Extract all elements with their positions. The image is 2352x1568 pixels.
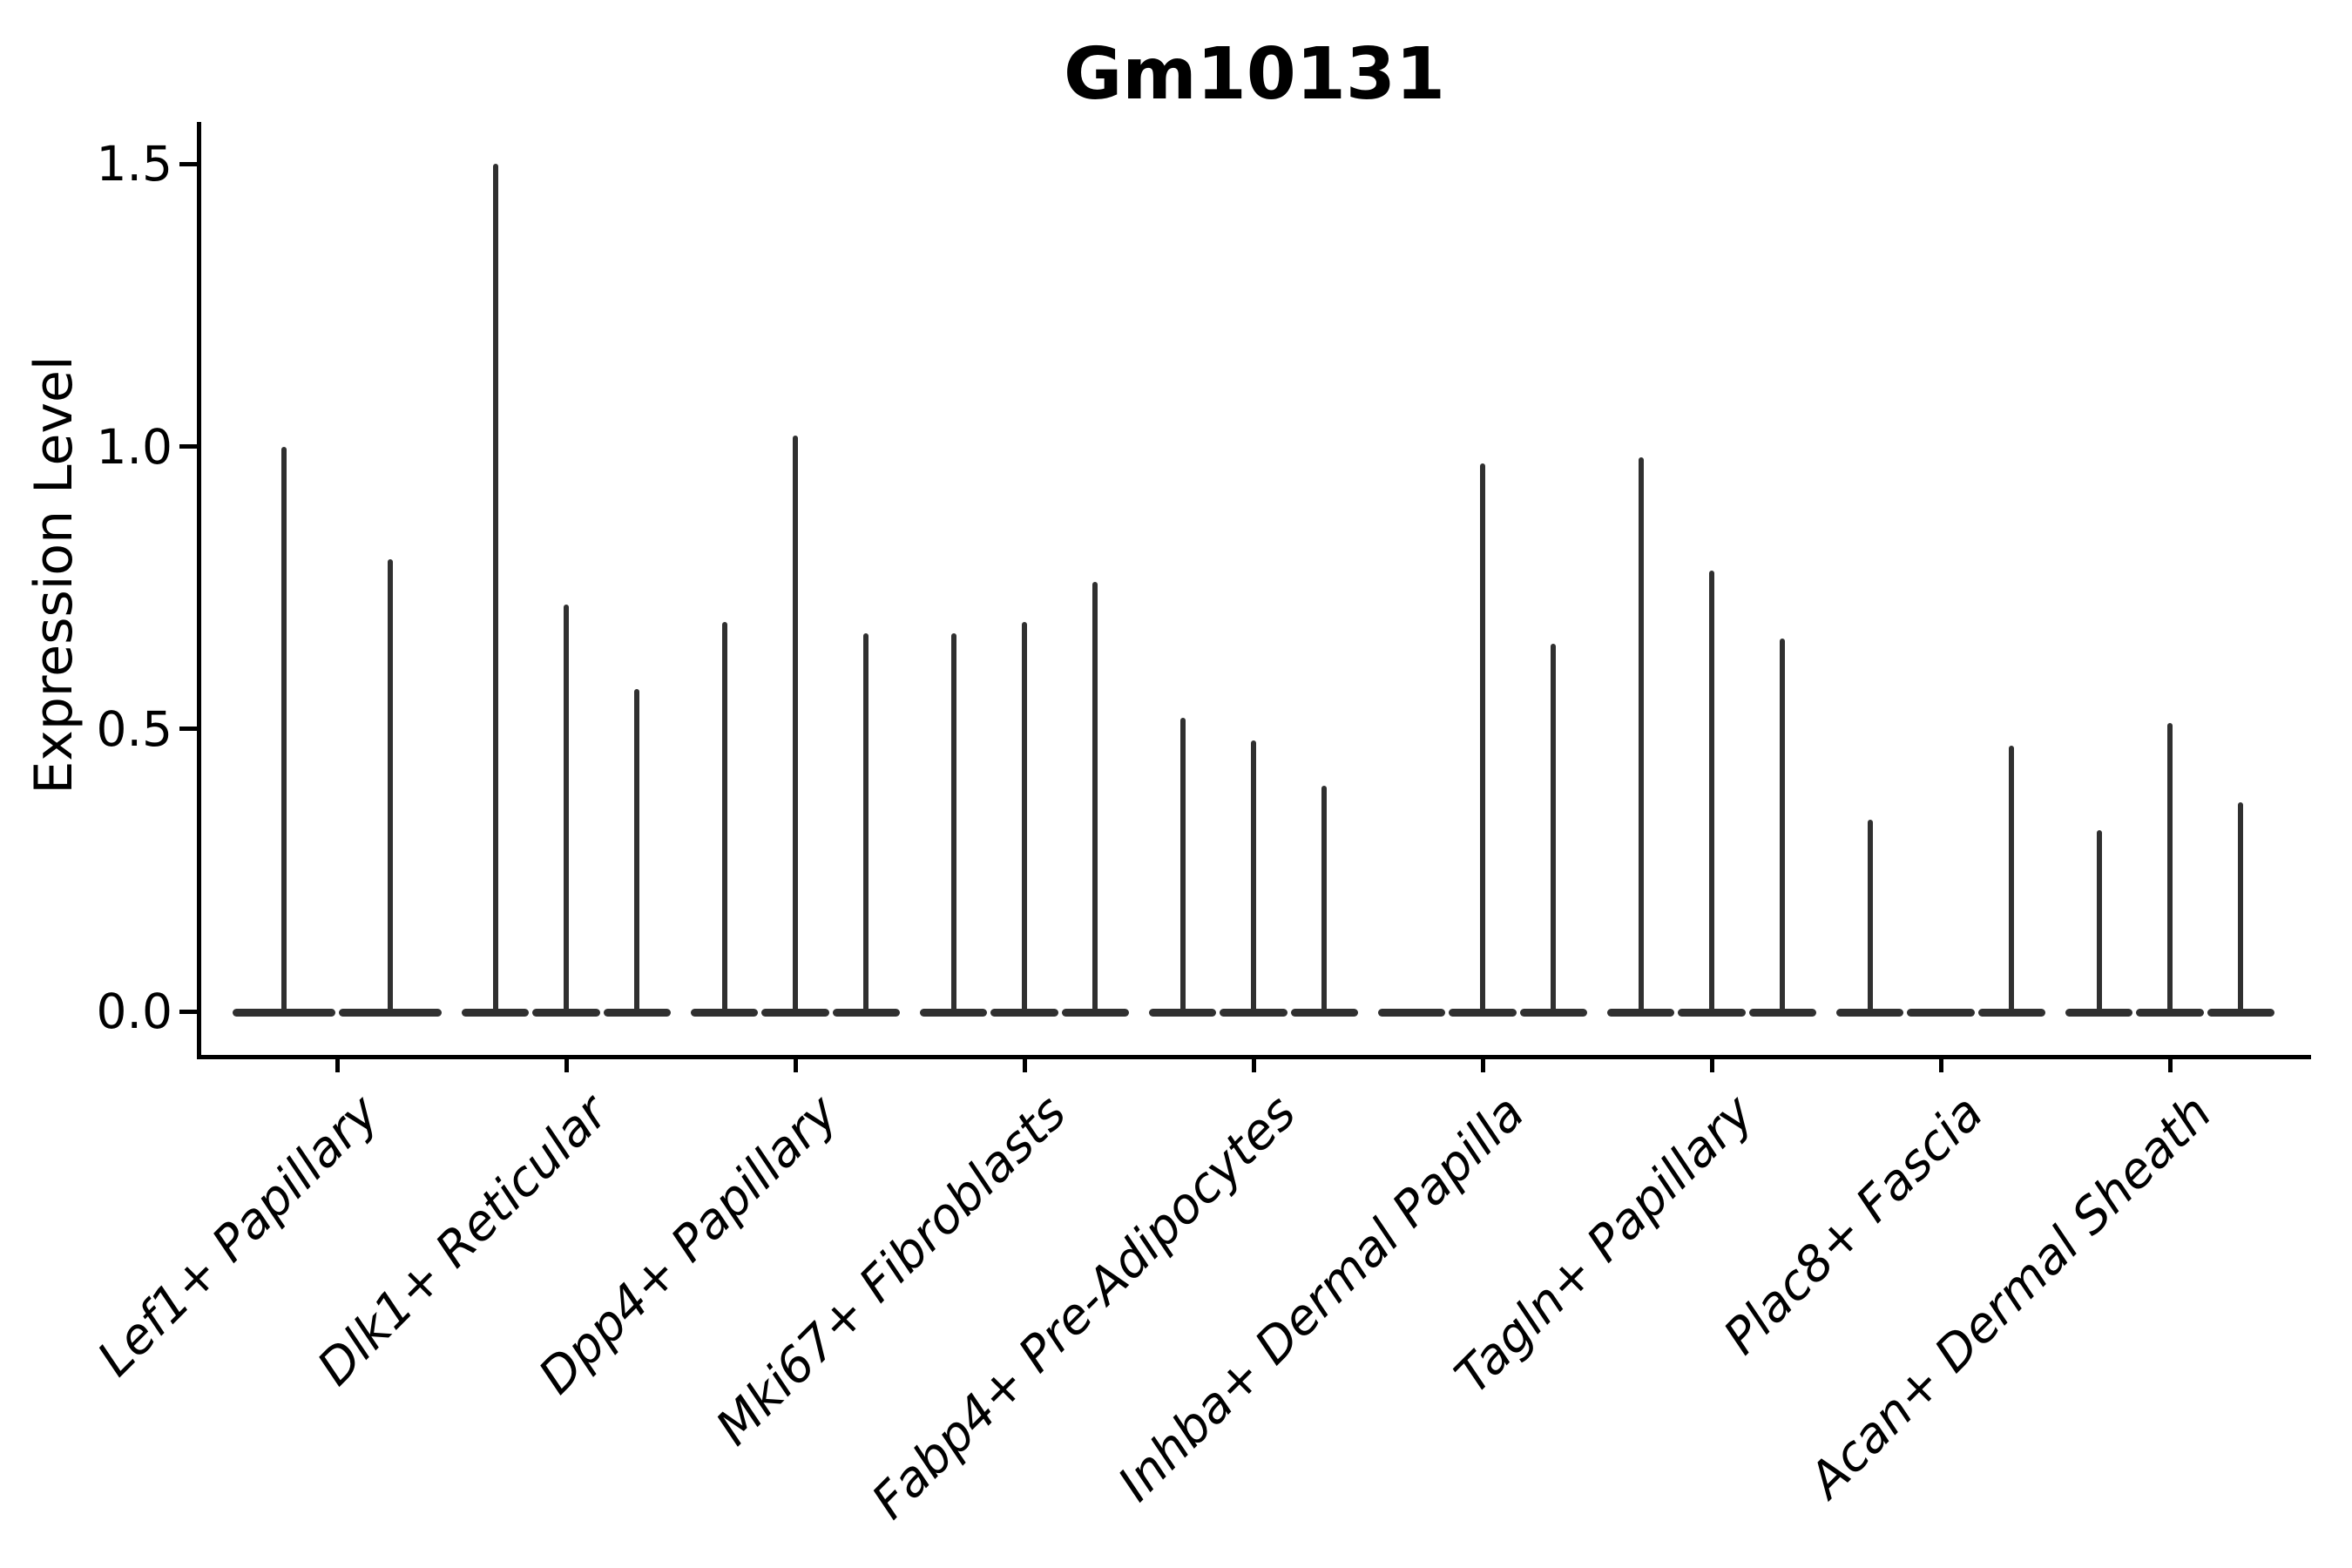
violin-spike [1780,638,1786,1014]
figure-title: Gm10131 [1063,33,1446,116]
violin-spike [492,164,498,1014]
violin-spike [793,435,798,1014]
violin-spike [2096,830,2102,1014]
x-tick [2167,1055,2173,1072]
x-tick [1709,1055,1714,1072]
violin-spike [2238,802,2244,1014]
x-tick-label: Fabp4+ Pre-Adipocytes [861,1085,1307,1531]
x-tick [1480,1055,1485,1072]
violin-spike [2009,746,2015,1014]
violin-spike [1638,457,1644,1014]
y-tick-label: 1.5 [96,136,172,193]
y-tick-label: 1.0 [96,418,172,475]
violin-spike [388,559,393,1014]
violin-base [1907,1008,1975,1017]
violin-spike [1092,582,1098,1014]
violin-spike [863,632,869,1014]
x-tick [1251,1055,1256,1072]
y-tick [179,1009,199,1014]
violin-spike [1321,785,1328,1014]
y-tick-label: 0.0 [96,983,172,1039]
x-tick [1022,1055,1027,1072]
x-tick-label: Inhba+ Dermal Papilla [1107,1085,1536,1513]
y-axis-spine [197,122,201,1059]
x-tick [793,1055,798,1072]
violin-spike [1709,571,1714,1014]
x-tick [1938,1055,1943,1072]
y-tick [179,161,199,166]
x-tick [564,1055,569,1072]
violin-spike [1251,740,1256,1014]
violin-spike [1867,819,1873,1014]
violin-spike [950,632,956,1014]
violin-spike [1022,621,1027,1014]
violin-spike [634,689,640,1014]
x-tick-label: Acan+ Dermal Sheath [1798,1085,2223,1509]
violin-spike [1480,463,1485,1014]
violin-spike [1179,717,1186,1014]
violin-spike [564,605,569,1014]
violin-spike [721,621,727,1014]
y-tick [179,727,199,732]
y-tick-label: 0.5 [96,700,172,757]
violin-spike [281,446,287,1014]
violin-spike [1551,644,1557,1014]
y-tick [179,444,199,449]
x-tick [335,1055,340,1072]
violin-spike [2167,723,2173,1014]
violin-base [1378,1008,1446,1017]
